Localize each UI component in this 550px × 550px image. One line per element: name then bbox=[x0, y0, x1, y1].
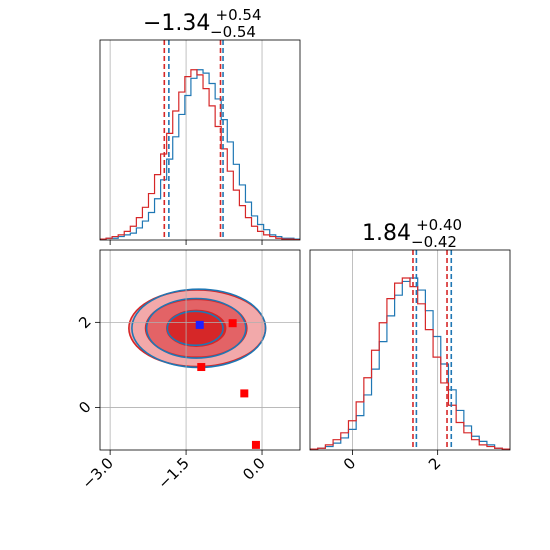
marginal-y-frame bbox=[309, 249, 511, 451]
marginal-x-hist-1 bbox=[100, 69, 300, 240]
marginal-x-histograms bbox=[100, 69, 300, 240]
joint-ytick-label-0: 0 bbox=[75, 398, 94, 417]
joint-marker-2 bbox=[197, 363, 206, 372]
marginal-x-ticks bbox=[109, 240, 263, 245]
joint-marker-0 bbox=[195, 320, 204, 329]
joint-marker-4 bbox=[251, 440, 260, 449]
joint-xtick-label-1: −1.5 bbox=[154, 454, 192, 492]
marginal-x-panel: −1.34 +0.54 −0.54 bbox=[99, 6, 301, 245]
marginal-x-title-main: −1.34 bbox=[143, 11, 210, 36]
marginal-x-grid bbox=[109, 40, 263, 240]
marginal-x-hist-0 bbox=[100, 69, 300, 240]
marginal-x-title-sub: −0.54 bbox=[210, 23, 256, 41]
marginal-y-histograms bbox=[310, 277, 510, 450]
marginal-y-tick-label-1: 2 bbox=[425, 454, 444, 473]
marginal-x-title: −1.34 +0.54 bbox=[143, 6, 261, 36]
marginal-y-title: 1.84 +0.40 bbox=[362, 216, 462, 246]
blue-contour-level-2 bbox=[145, 297, 247, 359]
joint-panel: −3.0 −1.5 0.0 0 2 bbox=[75, 249, 301, 493]
joint-marker-1 bbox=[228, 319, 237, 328]
marginal-x-quantile-lines bbox=[163, 40, 224, 240]
blue-contour-level-1 bbox=[166, 310, 224, 347]
joint-xtick-label-0: −3.0 bbox=[78, 454, 116, 492]
marginal-y-tick-label-0: 0 bbox=[340, 454, 359, 473]
joint-markers bbox=[195, 319, 260, 449]
marginal-x-frame bbox=[99, 39, 301, 241]
marginal-y-title-main: 1.84 bbox=[362, 221, 411, 246]
joint-xtick-label-2: 0.0 bbox=[239, 454, 269, 484]
marginal-y-hist-0 bbox=[310, 277, 510, 450]
joint-ytick-label-1: 2 bbox=[75, 313, 94, 332]
marginal-y-grid bbox=[352, 250, 439, 450]
marginal-y-quantile-lines bbox=[412, 250, 453, 450]
marginal-y-title-sup: +0.40 bbox=[416, 216, 462, 234]
marginal-y-title-sub: −0.42 bbox=[411, 233, 457, 251]
marginal-x-title-sup: +0.54 bbox=[216, 6, 262, 24]
joint-frame bbox=[99, 249, 301, 451]
joint-marker-3 bbox=[240, 389, 249, 398]
marginal-y-hist-1 bbox=[310, 277, 510, 450]
